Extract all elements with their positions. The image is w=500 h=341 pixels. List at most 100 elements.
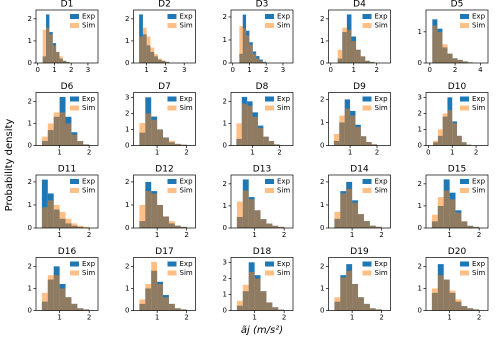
- histogram-bar: [49, 34, 53, 63]
- histogram-bar: [431, 214, 438, 228]
- axes-frame: [133, 257, 196, 311]
- axes-frame: [230, 9, 294, 64]
- histogram-bar: [59, 211, 66, 228]
- x-tick-label: 0: [230, 66, 234, 74]
- x-tick-label: 0: [428, 66, 432, 74]
- x-tick-label: 1: [350, 231, 354, 239]
- x-tick-label: 0: [426, 149, 430, 157]
- histogram-bar: [59, 56, 63, 63]
- histogram-bar: [437, 31, 443, 63]
- legend-swatch: [460, 261, 469, 267]
- x-tick-label: 3: [182, 66, 186, 74]
- legend-swatch: [460, 105, 469, 111]
- histogram-bar: [83, 226, 90, 228]
- histogram-bar: [366, 142, 372, 146]
- legend-label: Exp: [277, 13, 291, 21]
- y-tick-label: 1: [320, 118, 324, 126]
- histogram-bar: [375, 309, 382, 311]
- y-tick-label: 0: [223, 59, 227, 67]
- histogram-bar: [163, 137, 169, 146]
- histogram-bar: [77, 141, 84, 146]
- y-tick-label: 3: [223, 258, 227, 266]
- histogram-bar: [53, 112, 60, 146]
- x-tick-label: 2: [163, 66, 167, 74]
- subplot-title: D4: [353, 0, 366, 10]
- histogram-bar: [449, 290, 456, 311]
- histogram-bar: [350, 115, 356, 146]
- histogram-bar: [274, 144, 280, 146]
- histogram-bar: [346, 29, 352, 63]
- histogram-bar: [449, 199, 456, 228]
- x-tick-label: 1: [252, 231, 256, 239]
- legend-swatch: [70, 14, 79, 19]
- legend-swatch: [362, 105, 372, 111]
- x-tick-label: 2: [474, 149, 478, 157]
- legend-label: Sim: [180, 269, 193, 277]
- y-tick-label: 0: [320, 59, 324, 67]
- histogram-bar: [157, 204, 164, 228]
- x-tick-label: 2: [184, 314, 188, 322]
- histogram-bar: [346, 270, 353, 311]
- legend-label: Sim: [375, 104, 388, 112]
- histogram-bar: [369, 61, 375, 63]
- histogram-bar: [157, 284, 164, 311]
- histogram-bar: [42, 29, 47, 63]
- histogram-bar: [246, 35, 250, 63]
- y-tick-label: 0: [28, 224, 32, 232]
- histogram-bar: [360, 136, 367, 146]
- x-tick-label: 2: [69, 66, 73, 74]
- y-tick-label: 1: [418, 202, 422, 210]
- legend-swatch: [460, 23, 469, 28]
- y-tick-label: 2: [320, 262, 324, 270]
- histogram-bar: [53, 275, 60, 311]
- y-tick-label: 0: [125, 224, 129, 232]
- histogram-bar: [268, 141, 275, 146]
- y-tick-label: 1: [223, 119, 227, 127]
- x-tick-label: 1: [57, 231, 61, 239]
- histogram-bar: [71, 134, 78, 146]
- histogram-bar: [242, 28, 247, 63]
- histogram-bar: [168, 303, 175, 311]
- subplot-title: D11: [58, 165, 76, 175]
- y-tick-label: 1: [320, 201, 324, 209]
- histogram-bar: [272, 225, 279, 228]
- histogram-bar: [351, 40, 357, 63]
- histogram-bar: [41, 179, 48, 228]
- histogram-bar: [333, 133, 340, 146]
- y-tick-label: 2: [223, 274, 227, 282]
- legend-swatch: [362, 96, 372, 102]
- y-tick-label: 0: [418, 307, 422, 315]
- y-tick-label: 2: [418, 180, 422, 188]
- subplot-title: D1: [61, 0, 74, 10]
- axes-frame: [35, 174, 99, 229]
- histogram-bar: [163, 216, 169, 228]
- y-tick-label: 1: [418, 284, 422, 292]
- subplot-title: D5: [451, 0, 464, 10]
- legend-label: Sim: [277, 187, 290, 195]
- x-tick-label: 2: [379, 314, 383, 322]
- x-tick-label: 1: [52, 66, 56, 74]
- x-tick-label: 2: [477, 314, 481, 322]
- histogram-bar: [59, 112, 66, 146]
- x-tick-label: 1: [57, 149, 61, 157]
- histogram-bar: [161, 60, 166, 63]
- legend-label: Sim: [277, 104, 290, 112]
- legend-label: Exp: [82, 95, 96, 103]
- histogram-bar: [163, 297, 169, 311]
- y-tick-label: 2: [125, 15, 129, 23]
- histogram-bar: [53, 204, 60, 228]
- histogram-bar: [66, 61, 70, 63]
- histogram-bar: [358, 297, 364, 311]
- y-tick-label: 1: [418, 125, 422, 133]
- histogram-bar: [360, 56, 366, 63]
- y-tick-label: 0: [28, 59, 32, 67]
- x-tick-label: 0: [35, 66, 39, 74]
- histogram-bar: [263, 136, 269, 146]
- histogram-bar: [239, 26, 243, 64]
- histogram-bar: [248, 199, 255, 228]
- legend-label: Exp: [375, 260, 389, 268]
- y-tick-label: 2: [320, 178, 324, 186]
- subplot-title: D12: [155, 165, 173, 175]
